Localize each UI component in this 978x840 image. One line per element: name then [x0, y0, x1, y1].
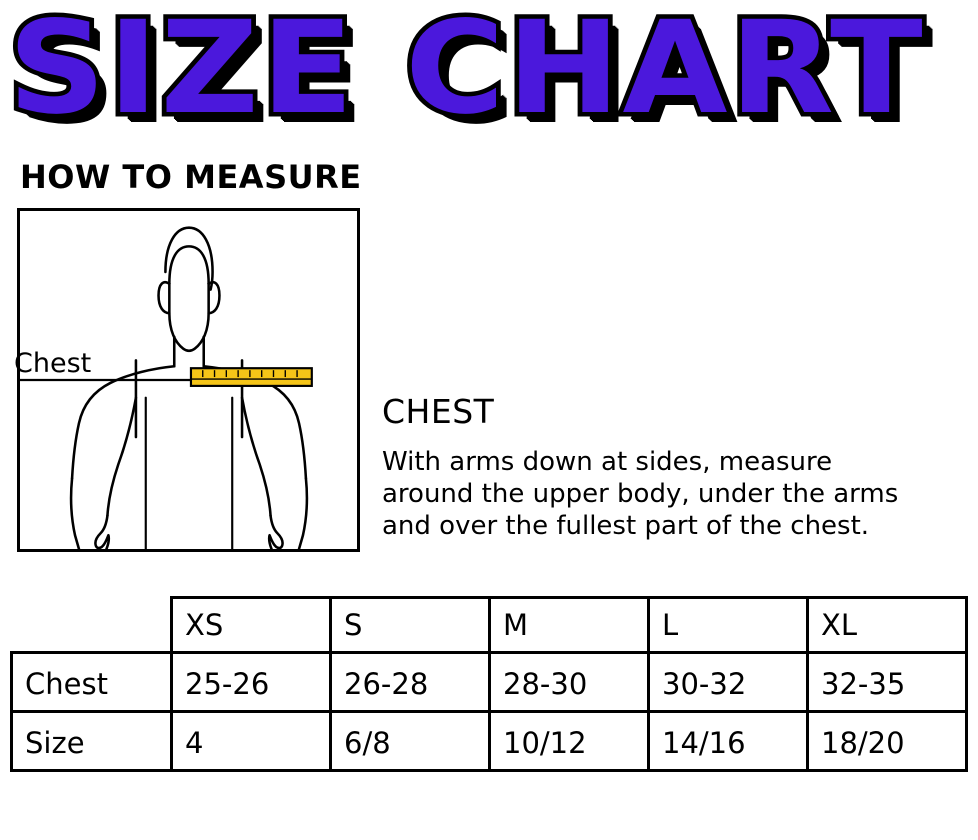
title-block: SIZE CHART — [0, 0, 978, 150]
cell-size-s: 6/8 — [329, 710, 491, 772]
hairline — [168, 245, 210, 285]
cell-chest-xs: 25-26 — [170, 651, 332, 713]
table-header-xs: XS — [170, 596, 332, 654]
cell-chest-xl: 32-35 — [806, 651, 968, 713]
description-body: With arms down at sides, measure around … — [382, 446, 974, 542]
section-heading-how-to-measure: HOW TO MEASURE — [20, 158, 362, 196]
table-header-row: XS S M L XL — [11, 596, 968, 654]
cell-size-l: 14/16 — [647, 710, 809, 772]
right-ear — [207, 280, 221, 315]
measuring-tape — [189, 367, 313, 387]
table-header-m: M — [488, 596, 650, 654]
table-header-s: S — [329, 596, 491, 654]
left-shoulder-torso — [70, 364, 176, 480]
chest-description-block: CHEST With arms down at sides, measure a… — [382, 392, 974, 542]
measurement-illustration-box — [17, 208, 360, 552]
tape-ticks — [202, 370, 298, 378]
description-heading: CHEST — [382, 392, 495, 431]
cell-chest-m: 28-30 — [488, 651, 650, 713]
cell-chest-l: 30-32 — [647, 651, 809, 713]
row-label-size: Size — [10, 710, 173, 772]
right-hand — [267, 514, 284, 549]
left-hand — [94, 514, 111, 549]
description-line-3: and over the fullest part of the chest. — [382, 511, 870, 541]
left-arm-outer — [69, 476, 81, 549]
description-line-2: around the upper body, under the arms — [382, 479, 899, 509]
cell-chest-s: 26-28 — [329, 651, 491, 713]
left-ear — [157, 280, 171, 315]
right-arm-inner — [240, 396, 272, 517]
table-row: Chest 25-26 26-28 28-30 30-32 32-35 — [10, 651, 968, 713]
jawline — [168, 282, 210, 353]
page-title: SIZE CHART — [3, 0, 927, 148]
description-line-1: With arms down at sides, measure — [382, 447, 833, 477]
right-arm-outer — [297, 476, 309, 549]
left-arm-inner — [106, 396, 138, 517]
size-table: XS S M L XL Chest 25-26 26-28 28-30 30-3… — [10, 596, 968, 772]
chest-callout-label: Chest — [14, 348, 92, 379]
tape-band — [189, 367, 313, 387]
row-label-chest: Chest — [10, 651, 173, 713]
cell-size-xs: 4 — [170, 710, 332, 772]
table-row: Size 4 6/8 10/12 14/16 18/20 — [10, 710, 968, 772]
table-header-xl: XL — [806, 596, 968, 654]
cell-size-m: 10/12 — [488, 710, 650, 772]
body-figure-diagram — [20, 226, 313, 549]
table-corner-cell — [11, 597, 173, 654]
table-header-l: L — [647, 596, 809, 654]
cell-size-xl: 18/20 — [806, 710, 968, 772]
